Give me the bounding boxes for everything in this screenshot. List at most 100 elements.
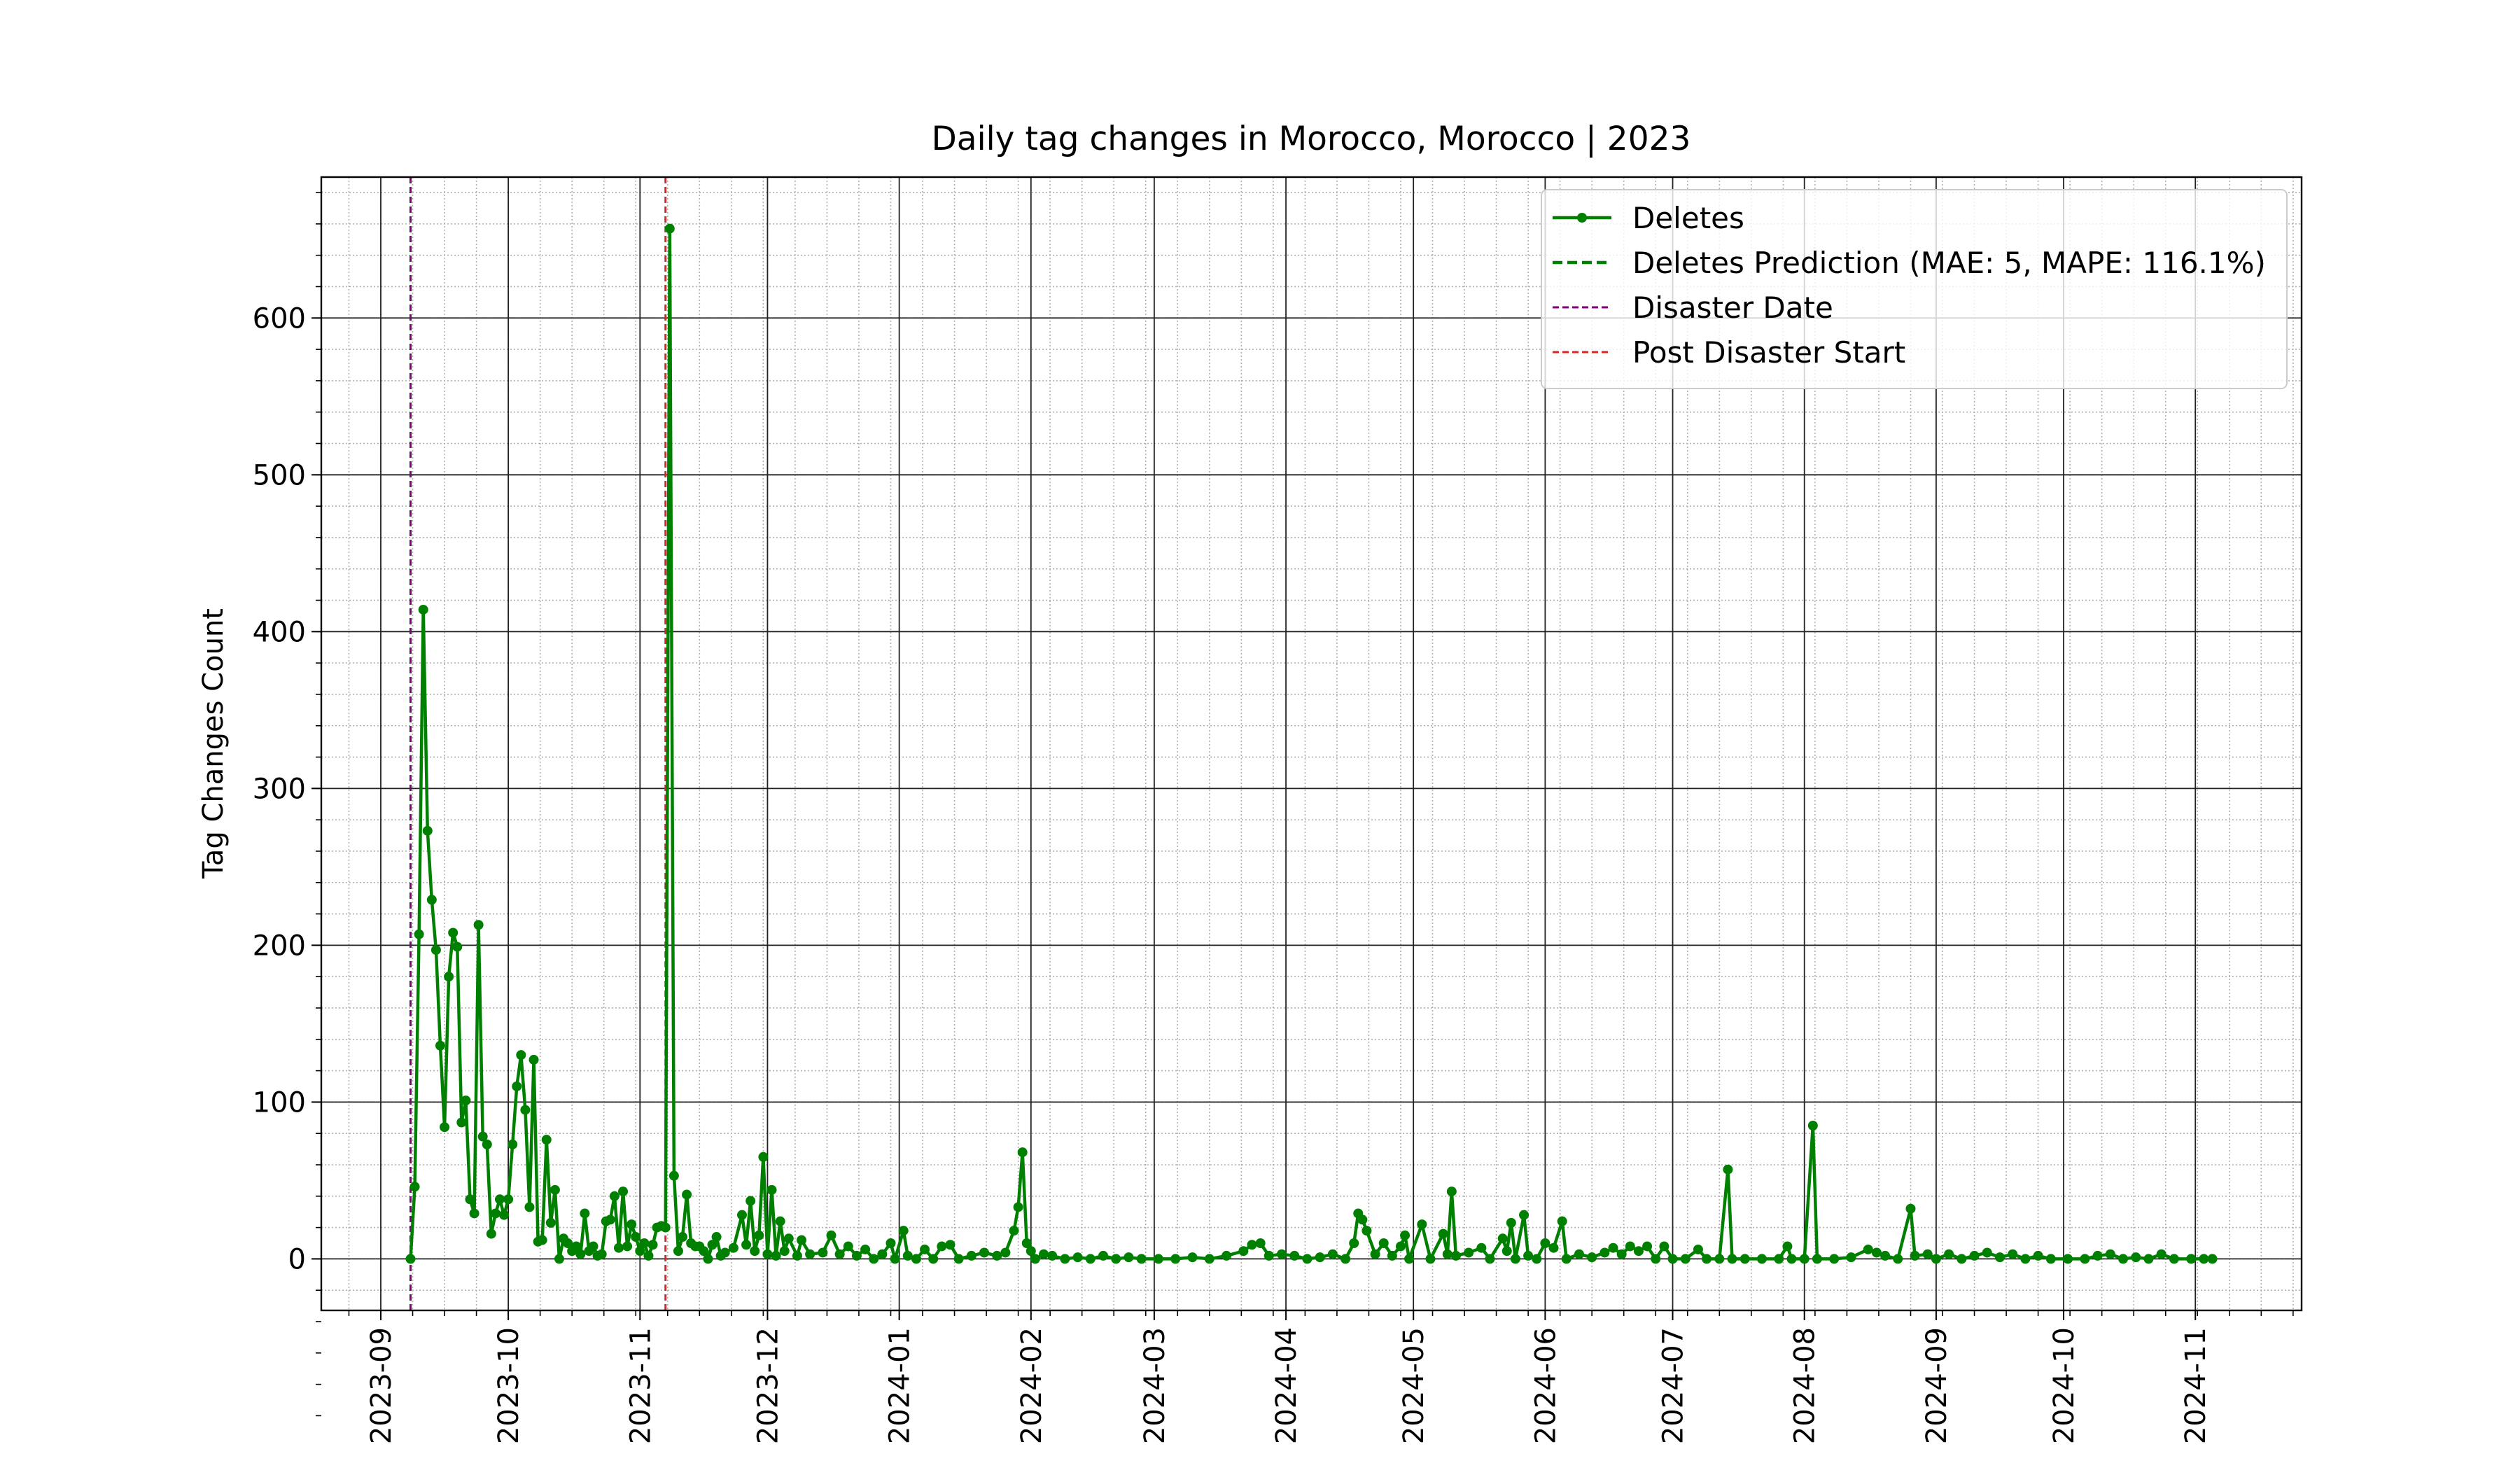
point <box>711 1232 722 1242</box>
point <box>1727 1254 1737 1264</box>
point <box>2092 1250 2103 1261</box>
point <box>596 1249 607 1259</box>
legend-box <box>1541 189 2288 389</box>
point <box>473 920 484 930</box>
point <box>851 1250 862 1261</box>
point <box>902 1250 913 1261</box>
point <box>911 1254 921 1264</box>
point <box>1387 1250 1397 1261</box>
point <box>622 1241 633 1252</box>
point <box>1633 1246 1644 1256</box>
point <box>528 1054 539 1065</box>
point <box>1723 1164 1733 1175</box>
point <box>1782 1241 1793 1252</box>
point <box>1013 1202 1023 1212</box>
point <box>1327 1249 1338 1259</box>
point <box>1574 1249 1584 1259</box>
point <box>1255 1238 1266 1249</box>
x-tick-label: 2024-04 <box>1270 1327 1303 1444</box>
point <box>1931 1254 1941 1264</box>
x-tick-label: 2024-06 <box>1530 1327 1562 1444</box>
point <box>405 1254 416 1264</box>
point <box>1625 1241 1635 1252</box>
point <box>1098 1250 1109 1261</box>
point <box>537 1235 547 1245</box>
point <box>1905 1203 1916 1214</box>
point <box>524 1202 535 1212</box>
y-tick-label: 0 <box>288 1243 306 1275</box>
point <box>1395 1241 1406 1252</box>
point <box>898 1226 909 1236</box>
point <box>490 1208 500 1219</box>
point <box>1807 1120 1818 1130</box>
point <box>707 1240 718 1250</box>
point <box>1680 1254 1690 1264</box>
point <box>494 1194 505 1205</box>
point <box>2020 1254 2031 1264</box>
point <box>588 1241 598 1252</box>
point <box>869 1254 879 1264</box>
point <box>2045 1254 2056 1264</box>
x-tick-label: 2023-11 <box>624 1327 657 1444</box>
point <box>1362 1226 1372 1236</box>
point <box>1642 1241 1653 1252</box>
point <box>1557 1216 1567 1226</box>
point <box>440 1122 450 1133</box>
x-tick-label: 2023-12 <box>752 1327 784 1444</box>
point <box>1910 1250 1920 1261</box>
point <box>1476 1242 1487 1253</box>
point <box>1608 1242 1618 1253</box>
point <box>613 1242 624 1253</box>
point <box>469 1208 479 1219</box>
point <box>639 1238 650 1249</box>
point <box>1829 1254 1840 1264</box>
point <box>1136 1254 1147 1264</box>
point <box>1425 1254 1436 1264</box>
point <box>1548 1242 1559 1253</box>
point <box>1289 1250 1300 1261</box>
point <box>2169 1254 2179 1264</box>
y-tick-label: 300 <box>253 773 306 805</box>
point <box>605 1214 615 1225</box>
point <box>550 1184 560 1195</box>
x-tick-label: 2024-03 <box>1139 1327 1171 1444</box>
point <box>1026 1246 1036 1256</box>
point <box>886 1238 896 1249</box>
point <box>1438 1228 1448 1239</box>
point <box>920 1244 930 1254</box>
point <box>860 1244 871 1254</box>
x-tick-label: 2023-10 <box>493 1327 525 1444</box>
point <box>843 1241 853 1252</box>
point <box>1863 1244 1873 1254</box>
point <box>1400 1230 1410 1240</box>
legend-label: Deletes Prediction (MAE: 5, MAPE: 116.1%… <box>1632 246 2266 280</box>
point <box>1994 1252 2005 1263</box>
point <box>703 1254 713 1264</box>
axes: 0 100 200 300 400 500 600 2023-09 2023-10 2023-11… <box>253 176 2303 1444</box>
legend-label: Disaster Date <box>1632 290 1833 325</box>
point <box>1315 1252 1325 1263</box>
point <box>775 1216 785 1226</box>
point <box>1222 1250 1232 1261</box>
point <box>1799 1254 1809 1264</box>
point <box>477 1131 488 1142</box>
point <box>766 1184 777 1195</box>
point <box>482 1139 492 1149</box>
point <box>826 1230 836 1240</box>
point <box>783 1233 794 1244</box>
point <box>746 1196 756 1206</box>
point <box>928 1254 939 1264</box>
point <box>673 1246 683 1256</box>
point <box>1880 1250 1891 1261</box>
point <box>1277 1249 1287 1259</box>
point <box>422 825 433 836</box>
point <box>461 1096 471 1106</box>
point <box>1264 1250 1274 1261</box>
point <box>1009 1226 1019 1236</box>
point <box>762 1249 773 1259</box>
point <box>648 1240 658 1250</box>
point <box>618 1186 629 1197</box>
point <box>2156 1249 2166 1259</box>
y-tick-label: 200 <box>253 930 306 962</box>
